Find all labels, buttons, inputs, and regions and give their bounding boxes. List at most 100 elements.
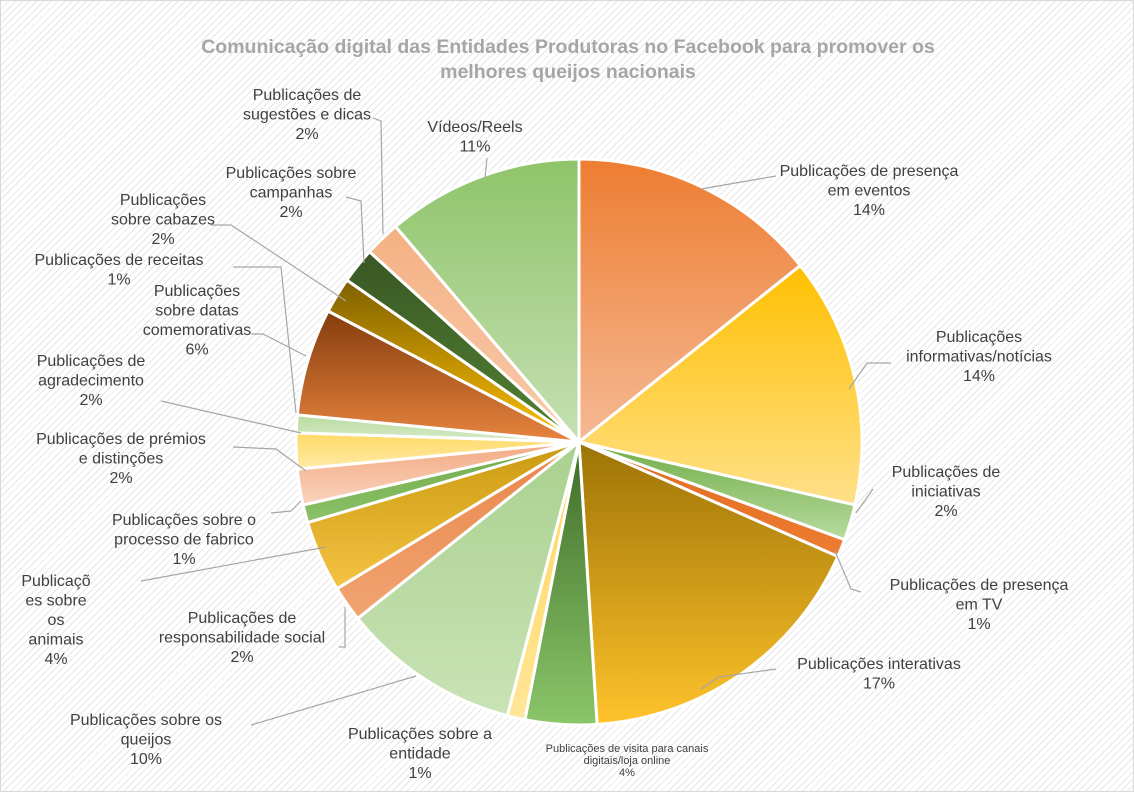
data-label-line: 14% (963, 368, 995, 385)
data-label-line: 17% (863, 676, 895, 693)
data-label-19: Vídeos/Reels 11% (427, 119, 522, 156)
data-label-line: processo de fabrico (114, 532, 254, 549)
leader-line-13 (160, 400, 302, 434)
data-label-6: Publicações de visita para canais digitai… (546, 743, 709, 779)
chart-title: Comunicação digital das Entidades Produt… (201, 36, 935, 83)
leader-line-16 (211, 224, 347, 302)
data-label-line: os (48, 612, 65, 629)
data-label-line: 2% (934, 503, 957, 520)
data-label-line: 2% (109, 470, 132, 487)
data-label-14: Publicações de receitas 1% (35, 252, 204, 289)
data-label-line: 2% (230, 649, 253, 666)
data-label-line: 4% (44, 651, 67, 668)
data-label-line: sobre cabazes (111, 212, 215, 229)
data-label-line: 1% (967, 616, 990, 633)
data-label-line: Publicações sobre o (112, 512, 256, 529)
data-label-line: 1% (107, 272, 130, 289)
chart-title-line-2: melhores queijos nacionais (440, 61, 696, 83)
data-label-7: Publicações sobre a entidade 1% (348, 726, 492, 782)
data-label-1: Publicações de presença em eventos 14% (780, 163, 959, 219)
data-label-line: sugestões e dicas (243, 107, 371, 124)
data-label-line: sobre datas (155, 303, 239, 320)
leader-line-17 (345, 196, 365, 264)
data-label-line: comemorativas (143, 322, 251, 339)
data-label-line: 2% (295, 126, 318, 143)
leader-line-9 (339, 607, 346, 648)
data-label-18: Publicações de sugestões e dicas 2% (243, 87, 371, 143)
data-label-line: 2% (79, 392, 102, 409)
data-label-line: Publicações (154, 283, 240, 300)
leader-line-15 (251, 333, 307, 357)
data-label-line: 14% (853, 202, 885, 219)
data-label-line: Publicações de (892, 464, 1001, 481)
data-label-15: Publicações sobre datas comemorativas 6% (143, 283, 251, 359)
data-label-10: Publicaçõ es sobre os animais 4% (21, 573, 90, 668)
pie-slice-19 (393, 157, 581, 447)
data-label-line: campanhas (250, 185, 333, 202)
data-label-line: em eventos (828, 183, 911, 200)
data-label-line: digitais/loja online (584, 755, 671, 767)
data-label-line: responsabilidade social (159, 630, 325, 647)
data-label-line: 1% (172, 551, 195, 568)
data-label-13: Publicações de agradecimento 2% (37, 353, 146, 409)
data-label-line: Publicaçõ (21, 573, 90, 590)
data-label-4: Publicações de presença em TV 1% (890, 577, 1069, 633)
pie-slice-1 (577, 157, 803, 446)
pie-slice-8 (355, 438, 582, 718)
data-label-line: es sobre (25, 593, 86, 610)
data-label-line: 2% (279, 204, 302, 221)
data-label-line: Publicações sobre (226, 165, 357, 182)
data-label-line: entidade (389, 746, 450, 763)
leader-line-19 (484, 157, 488, 179)
data-label-12: Publicações de prémios e distinções 2% (36, 431, 206, 487)
leader-line-18 (372, 117, 384, 235)
pie-slices (294, 157, 864, 727)
leader-line-11 (270, 500, 302, 514)
data-label-11: Publicações sobre o processo de fabrico 1% (112, 512, 256, 568)
data-label-line: agradecimento (38, 373, 144, 390)
data-label-line: Publicações de (37, 353, 146, 370)
leader-line-10 (140, 546, 327, 582)
data-label-line: Publicações sobre a (348, 726, 492, 743)
data-label-line: Vídeos/Reels (427, 119, 522, 136)
data-label-line: Publicações de (253, 87, 362, 104)
leader-line-3 (855, 488, 874, 514)
data-label-line: Publicações (936, 329, 1022, 346)
data-label-17: Publicações sobre campanhas 2% (226, 165, 357, 221)
data-label-line: em TV (956, 597, 1003, 614)
data-label-line: 11% (460, 139, 491, 156)
data-label-line: Publicações de visita para canais (546, 743, 709, 755)
data-label-line: iniciativas (911, 484, 980, 501)
data-label-line: Publicações de presença (780, 163, 959, 180)
leader-line-4 (834, 550, 862, 593)
data-label-line: queijos (121, 732, 172, 749)
leader-line-8 (250, 675, 417, 726)
data-label-line: Publicações sobre os (70, 712, 222, 729)
data-labels: Publicações de presença em eventos 14%Publ… (21, 87, 1068, 782)
data-label-line: animais (28, 632, 83, 649)
data-label-line: e distinções (79, 451, 164, 468)
data-label-line: Publicações de presença (890, 577, 1069, 594)
data-label-16: Publicações sobre cabazes 2% (111, 192, 215, 248)
data-label-line: Publicações (120, 192, 206, 209)
leader-line-5 (700, 668, 777, 690)
data-label-9: Publicações de responsabilidade social 2% (159, 610, 325, 666)
leader-line-2 (848, 362, 891, 390)
data-label-line: informativas/notícias (906, 349, 1052, 366)
data-label-line: Publicações interativas (797, 656, 961, 673)
data-label-5: Publicações interativas 17% (797, 656, 961, 693)
pie-slice-2 (575, 263, 864, 507)
chart-title-line-1: Comunicação digital das Entidades Produt… (201, 36, 935, 58)
leader-line-14 (233, 266, 297, 414)
leader-line-1 (700, 175, 777, 190)
data-label-8: Publicações sobre os queijos 10% (70, 712, 222, 768)
data-label-line: Publicações de (188, 610, 297, 627)
leader-line-12 (232, 446, 307, 472)
data-label-line: 1% (408, 765, 431, 782)
data-label-line: 4% (619, 767, 635, 779)
data-label-line: 10% (130, 751, 162, 768)
data-label-line: Publicações de receitas (35, 252, 204, 269)
data-label-3: Publicações de iniciativas 2% (892, 464, 1001, 520)
